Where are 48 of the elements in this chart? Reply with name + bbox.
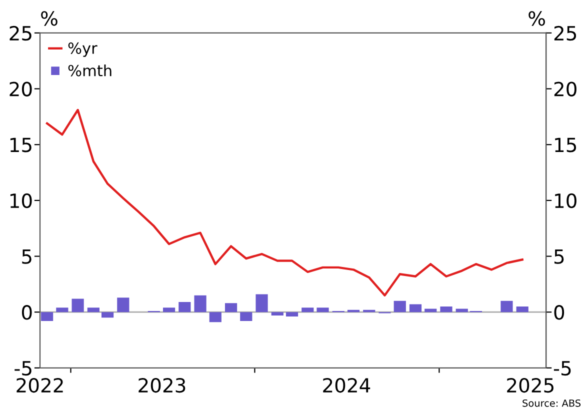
- y2-tick-label: -5: [554, 361, 571, 376]
- y-tick-label: 0: [22, 305, 32, 320]
- bar: [271, 312, 284, 316]
- y2-tick-label: 0: [554, 305, 564, 320]
- bar: [286, 312, 298, 317]
- y-tick-label: 10: [10, 193, 32, 208]
- bar: [316, 308, 329, 312]
- bar: [302, 308, 314, 312]
- bar: [394, 300, 406, 312]
- bar: [256, 294, 268, 312]
- bar: [516, 306, 528, 312]
- bar: [224, 303, 238, 312]
- y-axis-title: %: [41, 11, 58, 26]
- bar: [72, 298, 84, 312]
- x-tick-label: 2023: [138, 378, 186, 393]
- x-tick-label: 2022: [16, 378, 63, 393]
- bar: [178, 302, 191, 312]
- bar: [87, 308, 100, 312]
- bar: [500, 300, 513, 312]
- bar: [117, 298, 130, 312]
- line-series: [46, 108, 524, 296]
- bar: [456, 308, 468, 312]
- y2-tick-label: 20: [554, 82, 576, 96]
- y-tick-label: 15: [10, 138, 32, 152]
- y2-tick-label: 5: [554, 249, 564, 264]
- bar: [41, 312, 54, 322]
- bar: [56, 308, 68, 312]
- y2-axis-title: %: [528, 11, 545, 26]
- y2-tick-label: 10: [555, 193, 576, 208]
- bar: [194, 295, 206, 312]
- bar: [101, 312, 114, 318]
- y2-tick-label: 15: [555, 138, 576, 152]
- legend-label: %mth: [68, 64, 112, 76]
- bar: [240, 312, 252, 322]
- bar: [424, 308, 437, 312]
- x-tick-label: 2025: [507, 378, 554, 393]
- x-tick-label: 2024: [323, 378, 370, 393]
- y-tick-label: -5: [14, 361, 32, 376]
- legend-label: %yr: [68, 42, 98, 57]
- y-tick-label: 25: [10, 26, 32, 41]
- bar: [162, 308, 176, 312]
- source-note: Source: ABS: [522, 399, 581, 407]
- bar: [440, 306, 452, 312]
- y-tick-label: 20: [10, 82, 32, 96]
- bar: [409, 304, 422, 312]
- y-tick-label: 5: [22, 249, 32, 264]
- bar: [209, 312, 222, 322]
- y2-tick-label: 25: [554, 26, 576, 41]
